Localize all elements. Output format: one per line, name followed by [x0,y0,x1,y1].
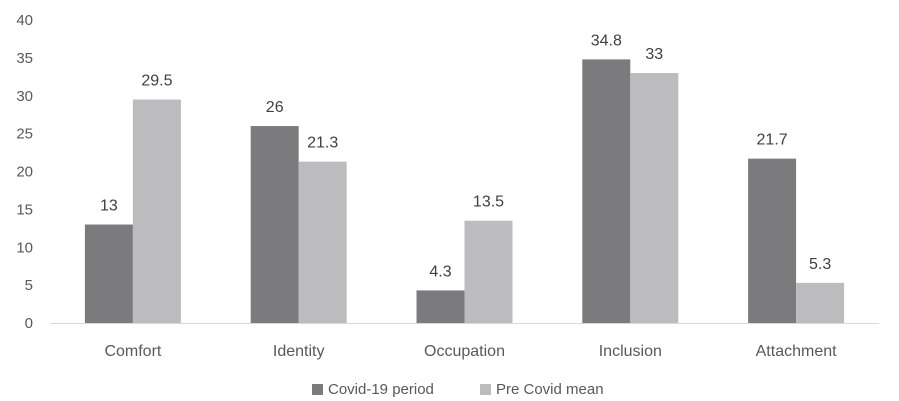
y-tick-label: 15 [16,201,33,218]
x-category-label: Inclusion [599,343,662,360]
data-label: 4.3 [429,263,451,280]
legend-label: Pre Covid mean [496,381,604,398]
y-tick-label: 10 [16,239,33,256]
x-category-label: Attachment [756,343,837,360]
bar-attachment-covid [748,158,797,323]
bar-inclusion-pre-covid [630,73,679,324]
data-label: 34.8 [591,32,622,49]
bar-identity-covid [250,126,299,323]
y-tick-label: 5 [25,277,33,294]
data-label: 21.3 [307,135,338,152]
y-tick-label: 25 [16,126,33,143]
bar-occupation-covid [416,290,465,323]
y-tick-label: 30 [16,88,33,105]
bars: 13 29.5 26 21.3 4.3 13.5 34.8 33 21.7 5.3 [84,32,845,324]
legend-label: Covid-19 period [328,381,434,398]
bar-occupation-pre-covid [464,220,513,323]
data-label: 13 [100,198,118,215]
legend: Covid-19 period Pre Covid mean [312,381,604,398]
x-category-label: Occupation [424,343,505,360]
data-label: 29.5 [141,73,172,90]
y-tick-label: 35 [16,50,33,67]
y-tick-label: 20 [16,164,33,181]
legend-swatch [480,384,491,395]
bar-identity-pre-covid [298,161,347,323]
bar-comfort-covid [84,224,133,323]
legend-swatch [312,384,323,395]
data-label: 21.7 [757,132,788,149]
bar-attachment-pre-covid [796,282,845,323]
y-tick-label: 40 [16,12,33,29]
x-axis: Comfort Identity Occupation Inclusion Attach… [104,343,837,360]
x-category-label: Comfort [104,343,161,360]
data-label: 26 [266,99,284,116]
data-label: 5.3 [809,256,831,273]
x-category-label: Identity [273,343,325,360]
y-tick-label: 0 [25,315,33,332]
data-label: 33 [645,46,663,63]
y-axis: 0 5 10 15 20 25 30 35 40 [16,12,33,332]
data-label: 13.5 [473,194,504,211]
bar-inclusion-covid [582,59,631,323]
bar-comfort-pre-covid [132,99,181,323]
